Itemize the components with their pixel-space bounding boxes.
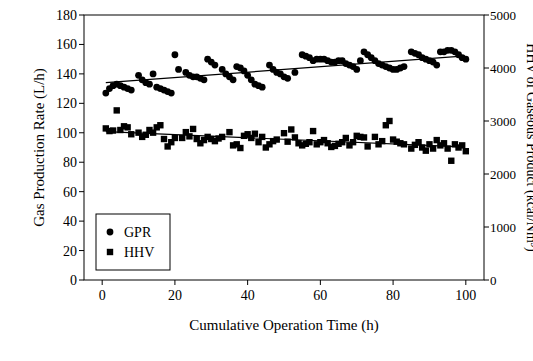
y2-tick-label: 2000 (490, 167, 516, 182)
x-tick (247, 280, 248, 285)
x-tick-label: 40 (241, 288, 255, 303)
y-tick (79, 103, 84, 104)
y-tick-label: 40 (63, 214, 77, 229)
x-tick (465, 280, 466, 285)
data-point (226, 129, 232, 135)
y2-tick-label: 0 (490, 273, 497, 288)
data-point (175, 66, 182, 73)
plot-data (102, 47, 469, 164)
data-point (172, 135, 178, 141)
data-point (252, 131, 258, 137)
y-tick-label: 140 (56, 67, 77, 82)
x-tick-label: 0 (99, 288, 106, 303)
data-point (386, 118, 392, 124)
data-point (448, 158, 454, 164)
y2-tick-label: 5000 (490, 8, 516, 23)
y2-tick-label: 4000 (490, 61, 516, 76)
data-point (172, 51, 179, 58)
data-point (459, 142, 465, 148)
data-point (128, 87, 135, 94)
plot-frame (84, 15, 484, 280)
x-tick-label: 60 (313, 288, 327, 303)
legend-marker (107, 229, 114, 236)
x-tick (320, 280, 321, 285)
data-point (212, 62, 219, 69)
y-tick-label: 120 (56, 96, 77, 111)
data-point (201, 76, 208, 83)
y2-tick (484, 227, 489, 228)
x-tick-label: 20 (168, 288, 182, 303)
y2-tick (484, 68, 489, 69)
data-point (463, 148, 469, 154)
y-tick (79, 44, 84, 45)
legend-label: GPR (124, 225, 152, 240)
x-tick-label: 100 (455, 288, 476, 303)
y2-tick (484, 15, 489, 16)
x-tick-label: 80 (386, 288, 400, 303)
y-tick (79, 162, 84, 163)
y-tick (79, 132, 84, 133)
legend: GPR HHV (96, 214, 170, 270)
chart: 0204060801000204060801001201401601800100… (0, 0, 533, 361)
y-tick (79, 280, 84, 281)
y-tick-label: 100 (56, 126, 77, 141)
data-point (161, 136, 167, 142)
y-tick-label: 180 (56, 8, 77, 23)
y-tick-label: 80 (63, 155, 77, 170)
y2-tick (484, 280, 489, 281)
data-point (110, 127, 116, 133)
data-point (401, 63, 408, 70)
data-point (157, 122, 163, 128)
data-point (292, 69, 299, 76)
data-point (237, 145, 243, 151)
y-tick (79, 250, 84, 251)
data-point (364, 143, 370, 149)
data-point (146, 81, 153, 88)
y-tick-label: 160 (56, 37, 77, 52)
y-axis-label: Gas Production Rate (L/h) (31, 68, 48, 227)
y-tick-label: 60 (63, 185, 77, 200)
data-point (353, 66, 360, 73)
data-point (423, 147, 429, 153)
data-point (462, 56, 469, 63)
data-point (372, 134, 378, 140)
data-point (288, 126, 294, 132)
data-point (186, 133, 192, 139)
x-tick (102, 280, 103, 285)
data-point (230, 76, 237, 83)
x-tick (393, 280, 394, 285)
legend-label: HHV (124, 245, 154, 260)
y-tick (79, 191, 84, 192)
y-tick-label: 20 (63, 244, 77, 259)
x-tick (174, 280, 175, 285)
trend-line (106, 56, 462, 83)
data-point (433, 62, 440, 69)
x-axis-label: Cumulative Operation Time (h) (189, 317, 379, 334)
data-point (124, 124, 130, 130)
legend-marker (107, 249, 113, 255)
y-tick-label: 0 (70, 273, 77, 288)
data-point (259, 134, 265, 140)
y-tick (79, 15, 84, 16)
data-point (284, 75, 291, 82)
data-point (281, 130, 287, 136)
y2-axis-label: HHV of Gaseous Product (kcal/Nm³) (523, 43, 533, 252)
data-point (168, 90, 175, 97)
trend-line (106, 132, 462, 147)
data-point (310, 128, 316, 134)
y2-tick (484, 121, 489, 122)
data-point (190, 126, 196, 132)
data-point (150, 70, 157, 77)
legend-box (96, 214, 170, 270)
data-point (179, 135, 185, 141)
y2-tick (484, 174, 489, 175)
y-tick (79, 221, 84, 222)
y2-tick-label: 1000 (490, 220, 516, 235)
data-point (114, 107, 120, 113)
data-point (361, 134, 367, 140)
y2-tick-label: 3000 (490, 114, 516, 129)
data-point (343, 135, 349, 141)
y-tick (79, 73, 84, 74)
data-point (259, 84, 266, 91)
